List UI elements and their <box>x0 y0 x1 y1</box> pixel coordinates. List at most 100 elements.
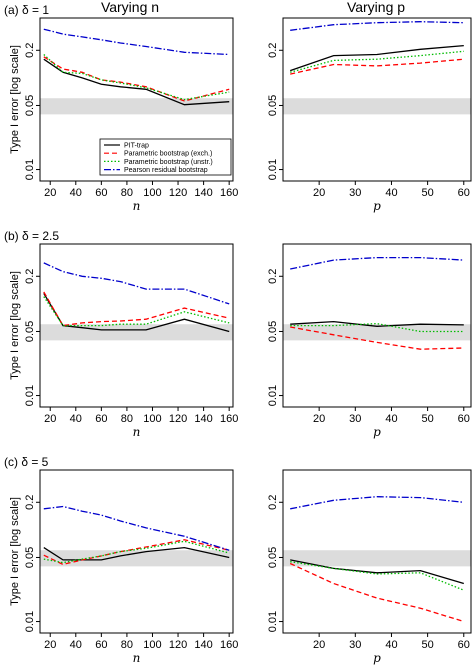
x-axis-label: p <box>373 651 381 665</box>
x-tick-label: 140 <box>194 639 212 651</box>
y-tick-label: 0.05 <box>267 95 279 116</box>
x-tick-label: 20 <box>313 187 325 199</box>
plot-frame <box>39 17 234 182</box>
y-tick-label: 0.05 <box>24 321 36 342</box>
y-tick-label: 0.05 <box>24 547 36 568</box>
y-axis-label: Type I error [log scale] <box>9 271 21 380</box>
series-line-1 <box>43 546 230 561</box>
x-tick-label: 40 <box>385 413 397 425</box>
x-tick-label: 120 <box>169 413 187 425</box>
x-axis-label: p <box>373 199 381 213</box>
col-title-n: Varying n <box>101 0 159 15</box>
row-label-c: (c) δ = 5 <box>4 455 49 469</box>
x-tick-label: 40 <box>70 413 82 425</box>
y-axis-label: Type I error [log scale] <box>9 45 21 154</box>
x-tick-label: 120 <box>169 187 187 199</box>
y-axis-label: Type I error [log scale] <box>9 497 21 606</box>
x-tick-label: 80 <box>121 639 133 651</box>
x-tick-label: 40 <box>385 639 397 651</box>
legend-label: Parametric bootstrap (unstr.) <box>124 159 213 166</box>
series-line-1 <box>289 44 464 72</box>
panel-c-p: 20 30 40 50 60 p 0.01 0.05 0.2 <box>267 469 472 665</box>
x-tick-label: 30 <box>349 187 361 199</box>
series-line-3 <box>290 322 464 333</box>
x-tick-label: 160 <box>220 413 238 425</box>
x-axis-label: n <box>133 425 141 439</box>
y-tick-label: 0.01 <box>267 385 279 406</box>
nominal-band <box>283 98 471 115</box>
x-tick-label: 100 <box>143 639 161 651</box>
series-line-4 <box>290 21 464 31</box>
series-line-2 <box>289 562 464 623</box>
nominal-band <box>283 324 471 341</box>
series-line-3 <box>43 296 230 327</box>
plot-frame <box>282 243 472 408</box>
x-tick-label: 80 <box>121 187 133 199</box>
y-tick-label: 0.05 <box>267 547 279 568</box>
series-line-2 <box>290 326 464 350</box>
y-tick-label: 0.01 <box>24 385 36 406</box>
series-line-1 <box>43 293 230 333</box>
x-axis-label: n <box>133 199 141 213</box>
series-line-1 <box>290 320 464 327</box>
x-tick-label: 40 <box>385 187 397 199</box>
series-line-3 <box>290 561 465 591</box>
panel-a-p: 20 30 40 50 60 p 0.01 0.05 0.2 <box>267 17 472 213</box>
series-line-1 <box>43 58 230 106</box>
y-tick-label: 0.2 <box>24 495 36 510</box>
nominal-band <box>40 550 233 567</box>
panel-b-p: 20 30 40 50 60 p 0.01 0.05 0.2 <box>267 243 472 439</box>
x-tick-label: 20 <box>44 187 56 199</box>
x-tick-label: 20 <box>313 639 325 651</box>
col-title-p: Varying p <box>347 0 405 15</box>
x-tick-label: 100 <box>143 187 161 199</box>
series-line-4 <box>290 496 464 510</box>
plot-frame <box>282 17 472 182</box>
x-axis-label: p <box>373 425 381 439</box>
x-tick-label: 40 <box>70 187 82 199</box>
legend-label: Pearson residual bootstrap <box>124 167 208 174</box>
series-line-3 <box>290 50 464 73</box>
x-tick-label: 60 <box>458 187 470 199</box>
y-tick-label: 0.05 <box>267 321 279 342</box>
y-tick-label: 0.01 <box>267 159 279 180</box>
x-tick-label: 50 <box>421 413 433 425</box>
x-tick-label: 160 <box>220 639 238 651</box>
x-axis-label: n <box>133 651 141 665</box>
series-line-2 <box>290 58 464 75</box>
plot-frame <box>282 469 472 634</box>
x-tick-label: 60 <box>458 639 470 651</box>
y-tick-label: 0.01 <box>24 611 36 632</box>
series-line-4 <box>290 256 464 270</box>
x-tick-label: 60 <box>458 413 470 425</box>
x-tick-label: 60 <box>95 187 107 199</box>
x-tick-label: 60 <box>95 413 107 425</box>
x-tick-label: 50 <box>421 639 433 651</box>
x-tick-label: 160 <box>220 187 238 199</box>
legend-label: PIT-trap <box>124 143 149 150</box>
y-tick-label: 0.2 <box>267 269 279 284</box>
legend-box <box>99 138 232 176</box>
x-tick-label: 20 <box>44 639 56 651</box>
x-tick-label: 20 <box>313 413 325 425</box>
plot-frame <box>39 243 234 408</box>
nominal-band <box>283 550 471 567</box>
x-tick-label: 140 <box>194 187 212 199</box>
y-tick-label: 0.2 <box>267 495 279 510</box>
series-line-4 <box>43 262 230 305</box>
series-line-3 <box>43 54 230 101</box>
row-label-a: (a) δ = 1 <box>4 3 49 17</box>
row-label-b: (b) δ = 2.5 <box>4 229 59 243</box>
legend-label: Parametric bootstrap (exch.) <box>124 151 212 158</box>
x-tick-label: 140 <box>194 413 212 425</box>
y-tick-label: 0.01 <box>267 611 279 632</box>
x-tick-label: 80 <box>121 413 133 425</box>
series-line-2 <box>43 56 230 102</box>
y-tick-label: 0.2 <box>24 43 36 58</box>
y-tick-label: 0.05 <box>24 95 36 116</box>
y-tick-label: 0.2 <box>24 269 36 284</box>
x-tick-label: 60 <box>95 639 107 651</box>
x-tick-label: 20 <box>44 413 56 425</box>
